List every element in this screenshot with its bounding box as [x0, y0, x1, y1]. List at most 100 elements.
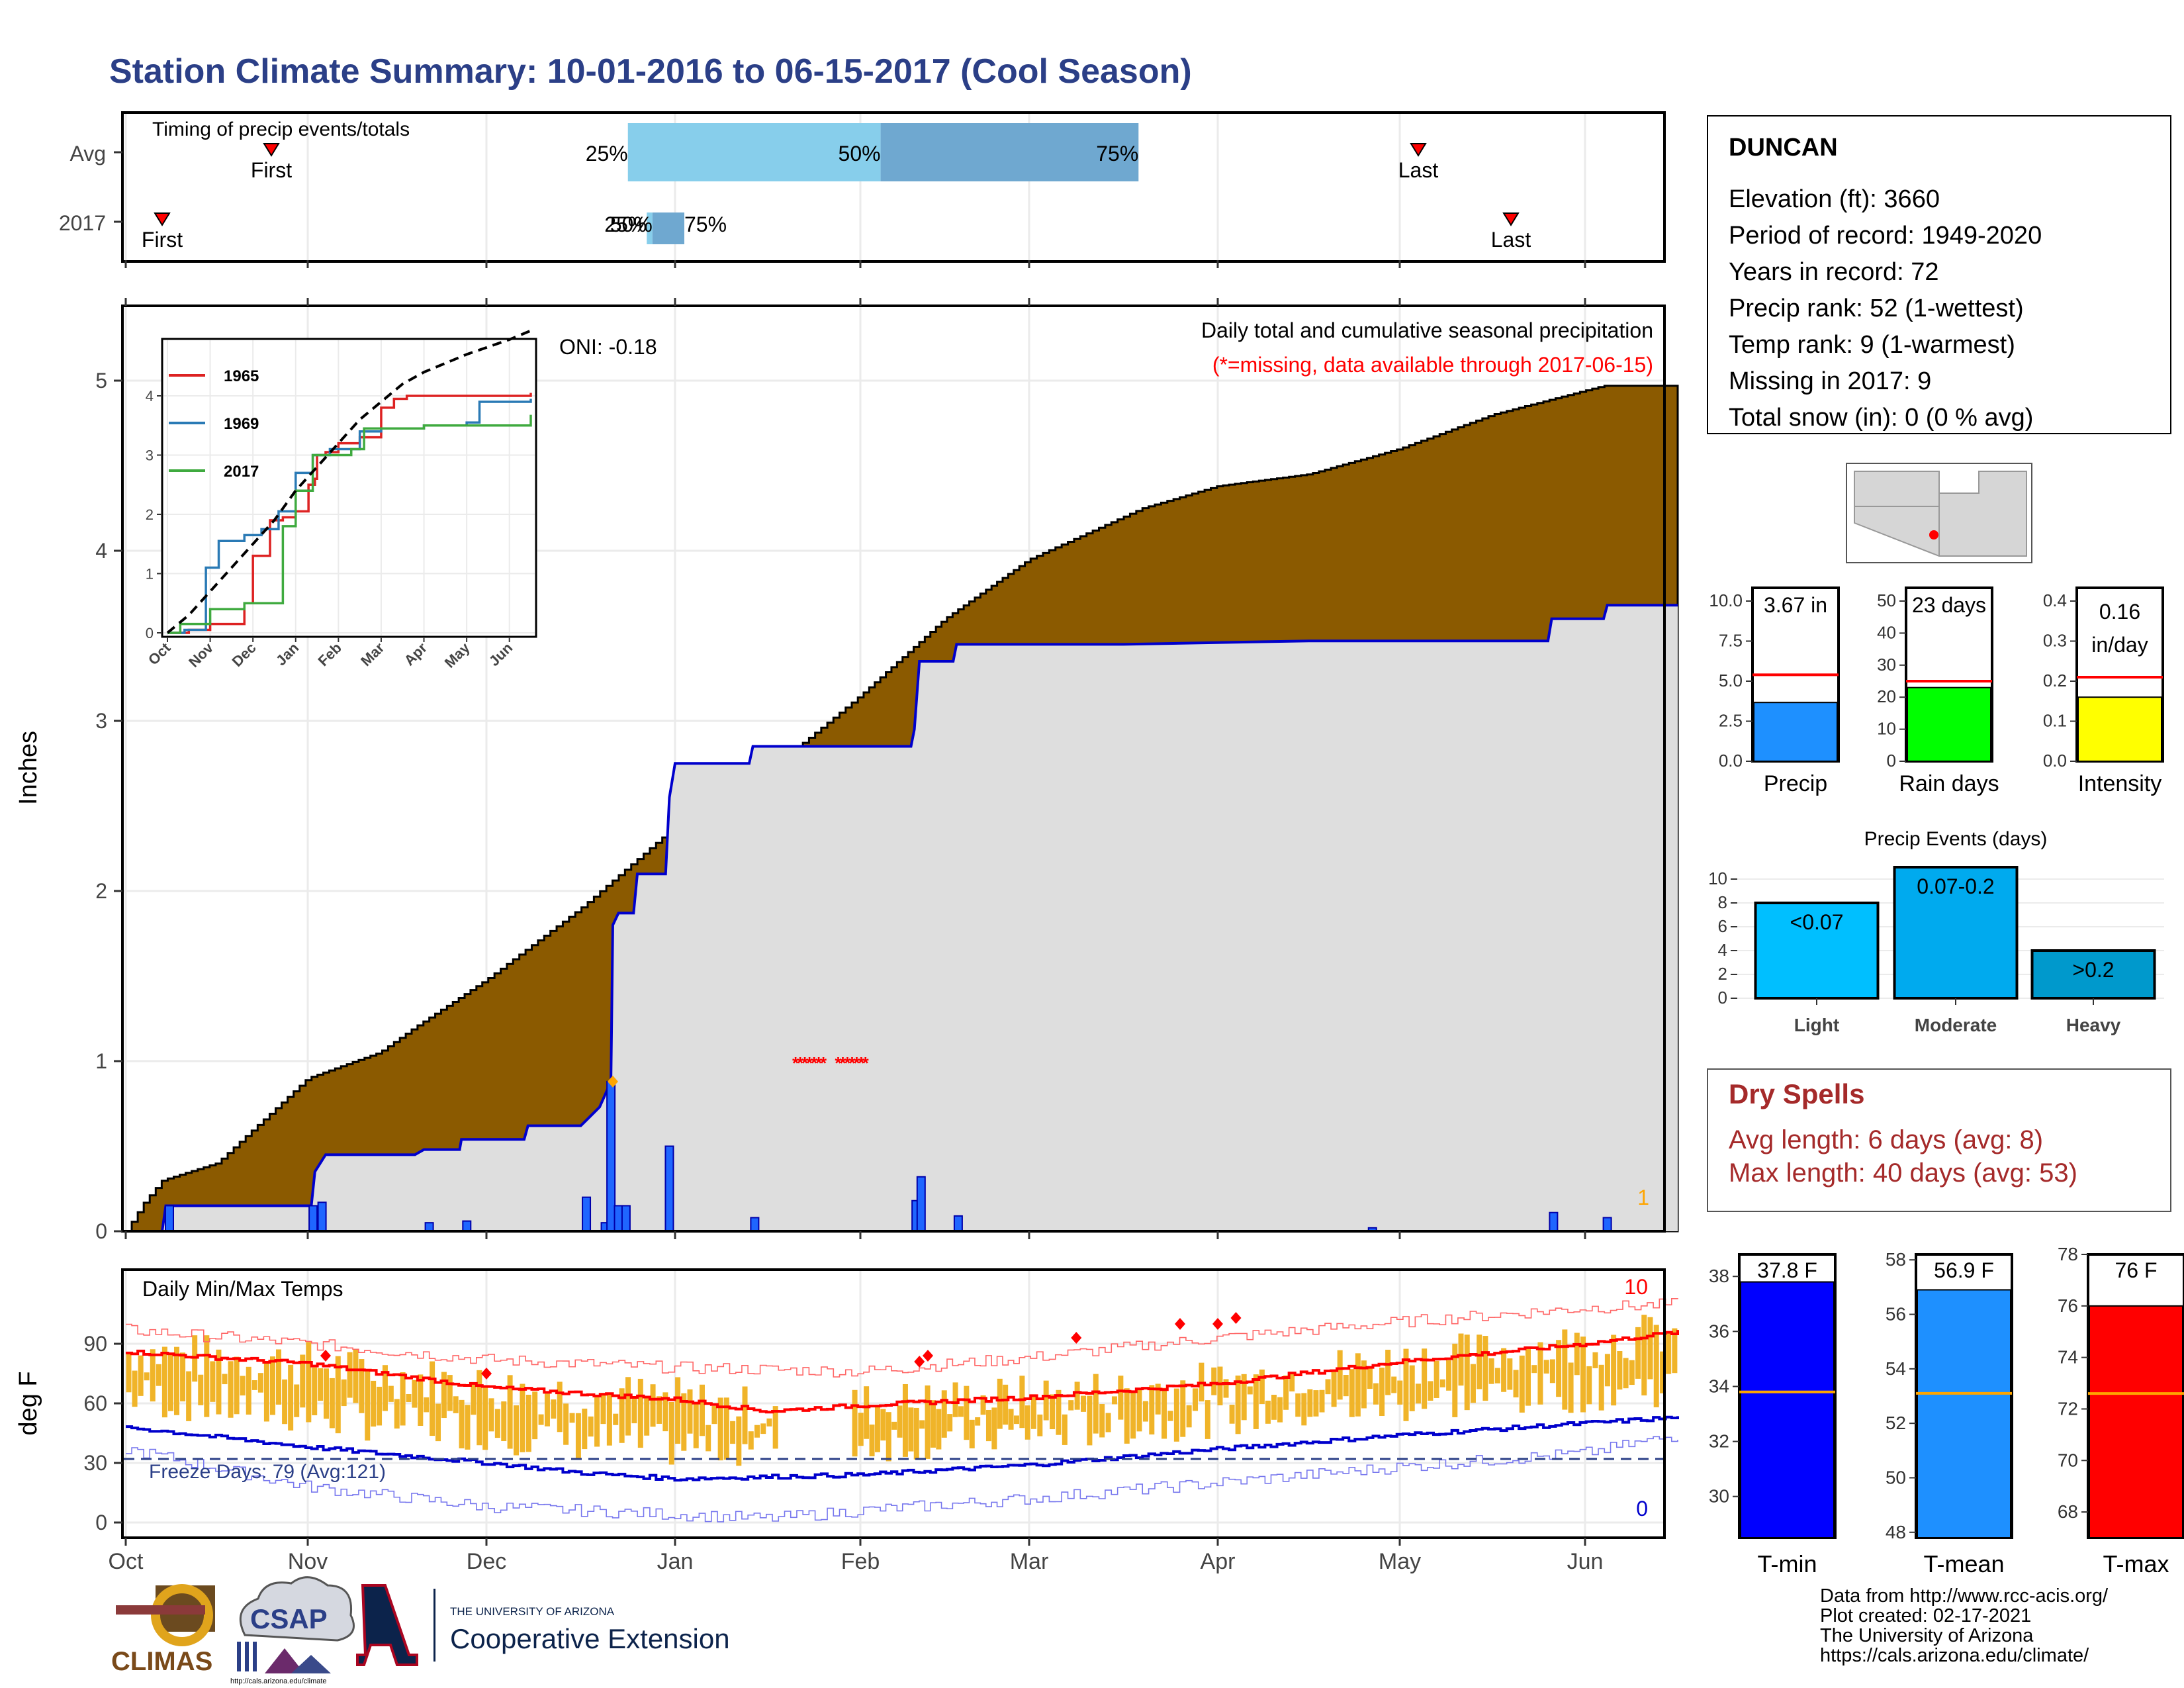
station-info-line: Temp rank: 9 (1-warmest)	[1729, 331, 2015, 359]
station-name: DUNCAN	[1729, 134, 1838, 162]
daily-temp-bar	[969, 1419, 975, 1448]
dry-spells-box: Dry Spells Avg length: 6 days (avg: 8) M…	[1707, 1068, 2171, 1212]
daily-temp-bar	[1367, 1367, 1373, 1389]
daily-precip-bar	[165, 1205, 174, 1232]
daily-temp-bar	[1439, 1379, 1445, 1387]
events-ytick-label: 6	[1718, 916, 1727, 936]
daily-temp-bar	[1641, 1315, 1647, 1396]
daily-temp-bar	[198, 1374, 204, 1405]
temp-summary-ytick-label: 68	[2058, 1501, 2078, 1522]
events-category-label: Heavy	[2066, 1015, 2121, 1035]
daily-temp-bar	[447, 1375, 453, 1411]
daily-temp-bar	[1464, 1335, 1470, 1411]
daily-temp-bar	[1259, 1369, 1265, 1405]
daily-precip-bar	[750, 1217, 760, 1232]
precip-ytick-label: 3	[95, 709, 107, 733]
daily-temp-bar	[886, 1412, 891, 1462]
temp-summary-ytick-label: 34	[1709, 1376, 1729, 1396]
station-location-dot	[1929, 530, 1938, 539]
daily-temp-bar	[613, 1413, 619, 1425]
temp-summary-ytick-label: 70	[2058, 1450, 2078, 1470]
temp-xtick-label: Mar	[1010, 1549, 1049, 1574]
temp-xtick-label: May	[1379, 1549, 1421, 1574]
daily-temp-bar	[941, 1390, 947, 1438]
events-bar-label: 0.07-0.2	[1917, 874, 1994, 898]
summary-bar-ytick-label: 40	[1877, 622, 1896, 642]
events-ytick-label: 10	[1708, 868, 1727, 888]
record-high-marker	[914, 1356, 925, 1368]
daily-temp-bar	[1659, 1351, 1665, 1393]
summary-bar-ytick-label: 0.0	[2043, 751, 2067, 771]
precip-ytick-label: 1	[95, 1049, 107, 1073]
daily-temp-bar	[477, 1370, 482, 1446]
daily-temp-bar	[347, 1352, 353, 1398]
temp-summary-ytick-label: 50	[1886, 1467, 1906, 1487]
station-info-line: Precip rank: 52 (1-wettest)	[1729, 295, 2024, 322]
dry-spells-avg: Avg length: 6 days (avg: 8)	[1729, 1125, 2043, 1154]
daily-precip-bar	[582, 1196, 592, 1232]
daily-temp-bar	[1629, 1360, 1635, 1385]
daily-temp-bar	[222, 1374, 228, 1385]
daily-temp-bar	[985, 1409, 991, 1442]
daily-temp-bar	[525, 1394, 531, 1452]
daily-temp-bar	[699, 1384, 705, 1436]
daily-temp-bar	[424, 1397, 430, 1413]
daily-temp-bar	[852, 1389, 858, 1457]
daily-temp-bar	[1598, 1364, 1604, 1411]
events-ytick-label: 2	[1718, 964, 1727, 984]
daily-temp-bar	[150, 1349, 156, 1402]
daily-temp-bar	[132, 1370, 138, 1407]
daily-temp-bar	[138, 1355, 144, 1396]
daily-temp-bar	[1337, 1350, 1343, 1400]
daily-temp-bar	[1142, 1401, 1148, 1422]
station-info-box: DUNCAN Elevation (ft): 3660 Period of rec…	[1707, 115, 2171, 434]
daily-temp-bar	[538, 1414, 544, 1425]
missing-day-marker: *	[820, 1053, 827, 1073]
daily-temp-bar	[300, 1354, 306, 1408]
events-ytick-label: 0	[1718, 988, 1727, 1008]
temp-ytick-label: 0	[95, 1511, 107, 1534]
avg-max-line	[126, 1330, 1679, 1414]
timing-q50-label: 50%	[839, 142, 881, 165]
daily-temp-bar	[240, 1376, 246, 1396]
daily-temp-bar	[471, 1383, 477, 1415]
daily-temp-bar	[1074, 1382, 1080, 1410]
station-info-line: Elevation (ft): 3660	[1729, 185, 1940, 213]
temp-xtick-label: Apr	[1201, 1549, 1236, 1574]
missing-day-marker: *	[858, 1053, 865, 1073]
corner-count: 1	[1637, 1186, 1649, 1209]
missing-day-marker: *	[835, 1053, 842, 1073]
daily-precip-bar	[308, 1205, 318, 1232]
daily-temp-bar	[874, 1405, 880, 1452]
summary-bar-label: Precip	[1764, 771, 1827, 796]
daily-temp-bar	[1024, 1405, 1030, 1440]
station-info-line: Total snow (in): 0 (0 % avg)	[1729, 404, 2033, 432]
daily-temp-bar	[441, 1372, 447, 1419]
daily-temp-bar	[1050, 1394, 1056, 1430]
daily-temp-bar	[359, 1359, 365, 1413]
daily-temp-bar	[1149, 1385, 1155, 1434]
daily-temp-bar	[1458, 1333, 1464, 1386]
daily-temp-bar	[947, 1414, 953, 1432]
daily-temp-bar	[1397, 1380, 1403, 1405]
daily-temp-bar	[306, 1342, 312, 1423]
daily-temp-bar	[656, 1396, 662, 1424]
inset-ytick-label: 1	[146, 566, 154, 583]
temp-ytick-label: 60	[83, 1391, 107, 1415]
precip-ytick-label: 2	[95, 879, 107, 903]
daily-temp-bar	[594, 1397, 600, 1447]
daily-temp-bar	[705, 1425, 711, 1452]
cold-days-count: 0	[1636, 1497, 1648, 1521]
temp-summary-label: T-max	[2103, 1550, 2169, 1577]
daily-temp-bar	[760, 1423, 766, 1434]
temp-summary-ytick-label: 48	[1886, 1522, 1906, 1542]
csap-logo-text: CSAP	[250, 1603, 328, 1634]
daily-temp-bar	[1507, 1358, 1513, 1390]
daily-temp-bar	[557, 1382, 563, 1432]
daily-temp-bar	[619, 1388, 625, 1443]
daily-temp-bar	[210, 1361, 216, 1402]
temp-xtick-label: Jun	[1567, 1549, 1604, 1574]
station-location-map	[1846, 463, 2032, 563]
temp-ytick-label: 30	[83, 1451, 107, 1475]
footer-line-4: https://cals.arizona.edu/climate/	[1820, 1645, 2089, 1666]
